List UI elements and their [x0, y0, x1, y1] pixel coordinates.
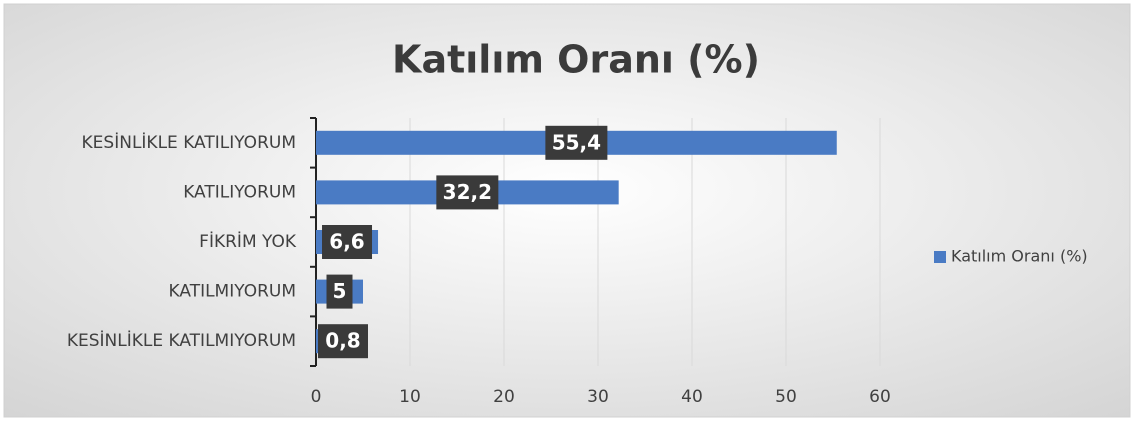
data-label-box	[545, 125, 608, 160]
x-tick-label: 40	[681, 387, 703, 407]
x-tick-label: 20	[493, 387, 515, 407]
data-label-box	[436, 175, 499, 210]
y-tick-label: FİKRİM YOK	[199, 231, 297, 252]
data-label: 32,2	[443, 180, 492, 204]
y-tick-label: KATILIYORUM	[183, 182, 296, 202]
chart-background	[3, 3, 1131, 418]
chart-title: Katılım Oranı (%)	[392, 38, 760, 82]
y-tick-label: KATILMIYORUM	[169, 282, 296, 302]
y-tick-label: KESİNLİKLE KATILMIYORUM	[67, 330, 296, 351]
x-tick-label: 10	[399, 387, 421, 407]
x-tick-label: 30	[587, 387, 609, 407]
data-label: 6,6	[329, 230, 364, 254]
legend-label: Katılım Oranı (%)	[951, 247, 1088, 266]
x-tick-label: 50	[775, 387, 797, 407]
data-label-box	[322, 225, 373, 259]
data-label-box	[326, 274, 353, 309]
data-label: 0,8	[325, 329, 360, 353]
x-tick-label: 60	[869, 387, 891, 407]
data-label: 5	[333, 279, 347, 303]
data-label-box	[318, 324, 368, 359]
x-tick-label: 0	[311, 387, 322, 407]
legend-swatch	[934, 251, 946, 263]
y-tick-label: KESİNLİKLE KATILIYORUM	[82, 132, 296, 153]
data-label: 55,4	[552, 130, 601, 154]
